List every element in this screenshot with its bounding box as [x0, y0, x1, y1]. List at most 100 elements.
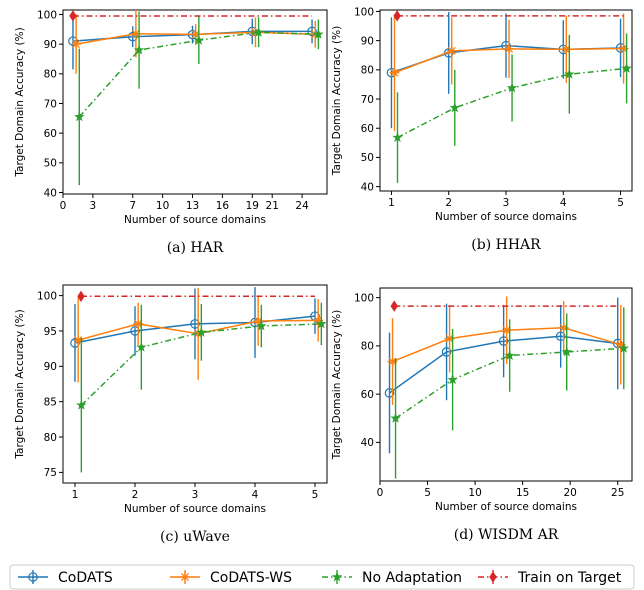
- series-codats: [384, 297, 623, 454]
- data-point: [307, 26, 317, 37]
- legend-item-train_target: Train on Target: [478, 570, 622, 586]
- series-train_target: [390, 300, 618, 312]
- x-tick-label: 15: [516, 487, 529, 499]
- x-tick-label: 10: [468, 487, 481, 499]
- series-no_adapt: [390, 307, 629, 479]
- data-point: [69, 10, 77, 22]
- data-point: [193, 34, 205, 45]
- series-train_target: [393, 10, 627, 22]
- series-no_adapt: [74, 11, 324, 186]
- y-tick-label: 95: [44, 326, 57, 338]
- x-tick-label: 4: [560, 197, 567, 209]
- y-tick-label: 80: [361, 341, 374, 353]
- x-tick-label: 5: [424, 487, 431, 499]
- y-tick-label: 85: [44, 396, 57, 408]
- data-point: [504, 43, 515, 54]
- x-tick-label: 20: [564, 487, 577, 499]
- legend-label: No Adaptation: [362, 570, 462, 586]
- panel-caption: (b) HHAR: [471, 237, 541, 253]
- x-tick-label: 2: [445, 197, 452, 209]
- legend-marker: [28, 572, 38, 582]
- y-tick-label: 75: [44, 467, 57, 479]
- x-tick-label: 10: [156, 200, 169, 212]
- chart-panel-2: 1 2 3 4 5 40 50 60 70 80 90 100 Number of source dom…: [331, 6, 633, 253]
- legend-label: Train on Target: [517, 570, 622, 586]
- data-point: [501, 40, 511, 51]
- data-point: [313, 28, 324, 39]
- data-point: [393, 10, 401, 22]
- y-tick-label: 80: [361, 65, 374, 77]
- x-tick-label: 16: [216, 200, 230, 212]
- legend-label: CoDATS-WS: [210, 570, 292, 586]
- legend-item-codats_ws: CoDATS-WS: [170, 570, 292, 586]
- data-point: [564, 68, 575, 79]
- data-point: [441, 347, 452, 357]
- data-point: [196, 326, 207, 337]
- legend-marker: [331, 571, 343, 582]
- series-codats_ws: [389, 13, 629, 132]
- legend-marker: [180, 572, 190, 582]
- x-tick-label: 1: [388, 197, 395, 209]
- x-tick-label: 0: [377, 487, 384, 499]
- data-point: [253, 26, 264, 37]
- panel-caption: (a) HAR: [167, 240, 224, 256]
- x-tick-label: 0: [60, 200, 67, 212]
- x-tick-label: 21: [266, 200, 279, 212]
- legend-item-codats: CoDATS: [18, 570, 113, 586]
- y-tick-label: 80: [44, 432, 57, 444]
- chart-panel-3: 1 2 3 4 5 75 80 85 90 95 100 Number of source domai…: [14, 284, 328, 545]
- x-tick-label: 25: [611, 487, 624, 499]
- data-point: [133, 44, 145, 55]
- legend: CoDATS CoDATS-WS No Adaptation Train on Tar…: [9, 564, 635, 590]
- data-point: [555, 331, 566, 342]
- x-tick-label: 7: [129, 200, 136, 212]
- plot-frame: [62, 9, 328, 195]
- x-axis-label: Number of source domains: [124, 214, 266, 226]
- data-point: [190, 319, 200, 329]
- x-axis-label: Number of source domains: [435, 501, 577, 513]
- data-point: [77, 290, 85, 303]
- x-tick-label: 13: [186, 200, 199, 212]
- series-train_target: [77, 290, 315, 303]
- y-tick-label: 100: [37, 9, 57, 21]
- y-tick-label: 90: [44, 39, 57, 51]
- x-axis-label: Number of source domains: [124, 503, 266, 515]
- y-tick-label: 70: [361, 94, 374, 106]
- plot-area: [384, 296, 629, 479]
- legend-label: CoDATS: [58, 570, 113, 586]
- data-point: [76, 399, 87, 410]
- y-tick-label: 60: [44, 128, 57, 140]
- x-tick-label: 3: [90, 200, 97, 212]
- y-tick-label: 50: [361, 152, 374, 164]
- y-tick-label: 40: [361, 181, 374, 193]
- y-tick-label: 80: [44, 69, 57, 81]
- panel-caption: (c) uWave: [160, 529, 230, 545]
- x-tick-label: 4: [252, 489, 259, 501]
- y-tick-label: 100: [354, 292, 374, 304]
- data-point: [504, 350, 515, 360]
- data-point: [498, 336, 509, 346]
- data-point: [70, 338, 80, 348]
- data-point: [389, 67, 400, 78]
- x-tick-label: 3: [192, 489, 199, 501]
- data-point: [621, 62, 632, 73]
- y-axis-label: Target Domain Accuracy (%): [14, 27, 26, 177]
- data-point: [446, 45, 457, 56]
- y-tick-label: 50: [44, 158, 57, 170]
- y-tick-label: 40: [44, 187, 57, 199]
- data-point: [506, 82, 518, 93]
- series-line: [389, 335, 618, 394]
- data-point: [74, 111, 85, 122]
- y-axis-label: Target Domain Accuracy (%): [331, 26, 343, 176]
- series-no_adapt: [76, 302, 327, 473]
- data-point: [618, 342, 629, 353]
- series-codats_ws: [71, 10, 321, 74]
- data-point: [449, 102, 460, 113]
- chart-panel-4: 0 5 10 15 20 25 40 60 80 100 Number of source doma…: [331, 287, 633, 543]
- series-codats: [68, 12, 317, 70]
- data-point: [390, 300, 398, 312]
- y-tick-label: 40: [361, 437, 374, 449]
- chart-panel-1: 0 3 7 10 13 16 19 21 24 40 50 60 70 80 90 100 Number of …: [14, 9, 328, 256]
- y-tick-label: 70: [44, 98, 57, 110]
